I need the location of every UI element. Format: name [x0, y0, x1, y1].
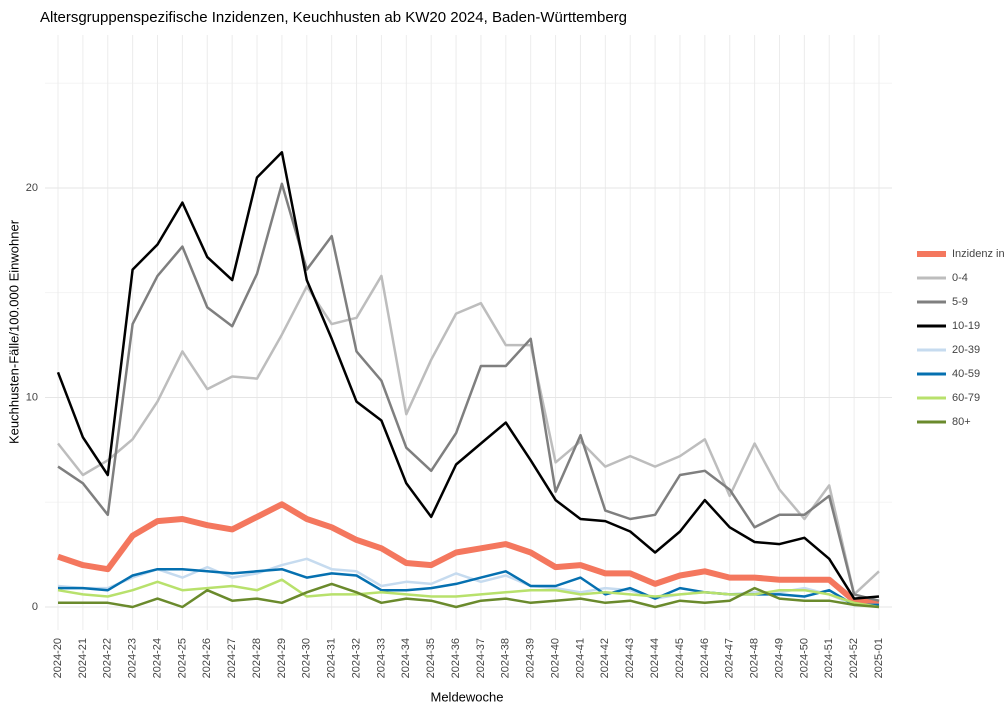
x-tick-label: 2024-43 [624, 638, 636, 678]
x-tick-label: 2024-41 [574, 638, 586, 678]
x-tick-label: 2024-21 [77, 638, 89, 678]
x-tick-label: 2024-47 [724, 638, 736, 678]
series-line [57, 274, 880, 596]
series-line [57, 182, 880, 602]
legend-label: Inzidenz in BW [952, 248, 1008, 260]
x-tick-label: 2024-42 [599, 638, 611, 678]
series-line [58, 567, 879, 607]
x-tick-label: 2024-26 [201, 638, 213, 678]
x-tick-label: 2024-49 [773, 638, 785, 678]
x-tick-label: 2024-39 [525, 638, 537, 678]
series-line [58, 582, 880, 609]
x-tick-label: 2024-35 [425, 638, 437, 678]
y-tick-label: 0 [32, 601, 38, 613]
x-tick-label: 2024-23 [127, 638, 139, 678]
x-tick-label: 2024-48 [749, 638, 761, 678]
x-tick-label: 2024-22 [102, 638, 114, 678]
y-tick-label: 20 [26, 182, 38, 194]
x-tick-label: 2024-20 [52, 638, 64, 678]
x-tick-label: 2024-36 [450, 638, 462, 678]
x-tick-label: 2024-24 [151, 638, 163, 678]
x-tick-label: 2024-25 [176, 638, 188, 678]
x-tick-label: 2024-38 [500, 638, 512, 678]
x-tick-label: 2024-50 [798, 638, 810, 678]
x-tick-label: 2024-30 [301, 638, 313, 678]
series-line [56, 151, 880, 600]
series-line [57, 501, 880, 606]
legend-label: 5-9 [952, 296, 968, 308]
x-tick-label: 2024-29 [276, 638, 288, 678]
x-tick-label: 2024-44 [649, 638, 661, 678]
x-tick-label: 2024-33 [375, 638, 387, 678]
legend-label: 40-59 [952, 368, 980, 380]
x-tick-label: 2024-40 [549, 638, 561, 678]
chart-title: Altersgruppenspezifische Inzidenzen, Keu… [40, 9, 627, 26]
x-tick-label: 2024-46 [699, 638, 711, 678]
x-tick-label: 2024-52 [848, 638, 860, 678]
legend-label: 0-4 [952, 272, 968, 284]
legend-label: 10-19 [952, 320, 980, 332]
x-tick-label: 2024-32 [350, 638, 362, 678]
x-tick-label: 2024-34 [400, 638, 412, 678]
y-tick-label: 10 [26, 391, 38, 403]
x-tick-label: 2024-27 [226, 638, 238, 678]
x-tick-label: 2024-37 [475, 638, 487, 678]
legend-label: 60-79 [952, 392, 980, 404]
legend-label: 80+ [952, 416, 971, 428]
x-tick-label: 2024-28 [251, 638, 263, 678]
x-tick-label: 2025-01 [873, 638, 885, 678]
x-axis-title: Meldewoche [431, 689, 504, 704]
x-tick-label: 2024-45 [674, 638, 686, 678]
x-tick-label: 2024-51 [823, 638, 835, 678]
x-tick-label: 2024-31 [326, 638, 338, 678]
y-axis-title: Keuchhusten-Fälle/100.000 Einwohner [6, 219, 21, 444]
legend-label: 20-39 [952, 344, 980, 356]
